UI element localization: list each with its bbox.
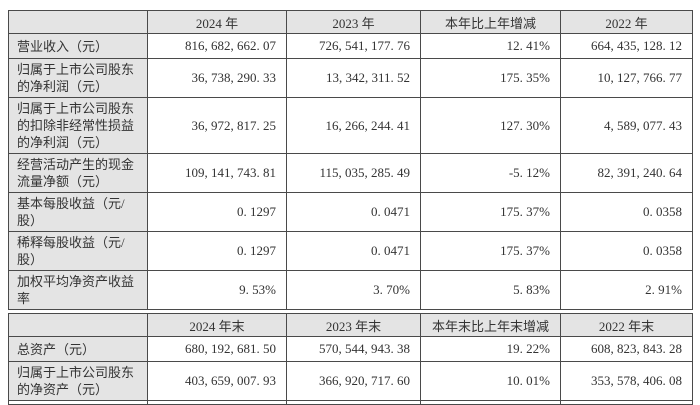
cell-value: 10, 127, 766. 77 [560, 58, 693, 98]
row-label: 基本每股收益（元/股） [8, 192, 148, 232]
cell-value: 16, 266, 244. 41 [286, 97, 421, 154]
row-label: 归属于上市公司股东的扣除非经常性损益的净利润（元） [8, 97, 148, 154]
period-end-header-row: 2024 年末 2023 年末 本年末比上年末增减 2022 年末 [8, 313, 693, 337]
table-row-total-assets: 总资产（元） 680, 192, 681. 50 570, 544, 943. … [8, 336, 693, 362]
cell-value: 13, 342, 311. 52 [286, 58, 421, 98]
cell-value: 0. 0471 [286, 231, 421, 271]
table-row-net-assets: 归属于上市公司股东的净资产（元） 403, 659, 007. 93 366, … [8, 361, 693, 401]
annual-header-row: 2024 年 2023 年 本年比上年增减 2022 年 [8, 10, 693, 34]
header-year-2022: 2022 年 [560, 10, 693, 34]
table-row-revenue: 营业收入（元） 816, 682, 662. 07 726, 541, 177.… [8, 33, 693, 59]
cell-value: 10. 01% [420, 361, 561, 401]
row-label: 加权平均净资产收益率 [8, 270, 148, 310]
header-empty-cell [8, 313, 148, 337]
cell-value: 175. 35% [420, 58, 561, 98]
cell-value: 12. 41% [420, 33, 561, 59]
cell-value: 0. 0358 [560, 231, 693, 271]
cell-value: 608, 823, 843. 28 [560, 336, 693, 362]
table-row-net-profit: 归属于上市公司股东的净利润（元） 36, 738, 290. 33 13, 34… [8, 58, 693, 98]
row-label: 归属于上市公司股东的净资产（元） [8, 361, 148, 401]
cell-value: 3. 70% [286, 270, 421, 310]
cell-value: 115, 035, 285. 49 [286, 153, 421, 193]
row-label: 经营活动产生的现金流量净额（元） [8, 153, 148, 193]
table-row-net-profit-deducted: 归属于上市公司股东的扣除非经常性损益的净利润（元） 36, 972, 817. … [8, 97, 693, 154]
header-end-yoy-change: 本年末比上年末增减 [420, 313, 561, 337]
cell-value: 816, 682, 662. 07 [147, 33, 287, 59]
row-label: 归属于上市公司股东的净利润（元） [8, 58, 148, 98]
header-end-2023: 2023 年末 [286, 313, 421, 337]
cell-value: 0. 1297 [147, 231, 287, 271]
cell-value: 175. 37% [420, 231, 561, 271]
cell-value: 366, 920, 717. 60 [286, 361, 421, 401]
cell-value: 570, 544, 943. 38 [286, 336, 421, 362]
cell-value: 353, 578, 406. 08 [560, 361, 693, 401]
header-empty-cell [8, 10, 148, 34]
header-yoy-change: 本年比上年增减 [420, 10, 561, 34]
header-year-2024: 2024 年 [147, 10, 287, 34]
row-label: 营业收入（元） [8, 33, 148, 59]
cell-value: 82, 391, 240. 64 [560, 153, 693, 193]
table-row-diluted-eps: 稀释每股收益（元/股） 0. 1297 0. 0471 175. 37% 0. … [8, 231, 693, 271]
cell-value: 127. 30% [420, 97, 561, 154]
key-accounting-data-table: 2024 年 2023 年 本年比上年增减 2022 年 营业收入（元） 816… [8, 10, 693, 310]
cell-value: 36, 738, 290. 33 [147, 58, 287, 98]
cell-value: -5. 12% [420, 153, 561, 193]
cell-value: 109, 141, 743. 81 [147, 153, 287, 193]
cell-value: 4, 589, 077. 43 [560, 97, 693, 154]
row-label: 总资产（元） [8, 336, 148, 362]
table-row-weighted-roe: 加权平均净资产收益率 9. 53% 3. 70% 5. 83% 2. 91% [8, 270, 693, 310]
empty-bottom-row [8, 400, 693, 405]
cell-value: 664, 435, 128. 12 [560, 33, 693, 59]
table-row-basic-eps: 基本每股收益（元/股） 0. 1297 0. 0471 175. 37% 0. … [8, 192, 693, 232]
cell-value: 175. 37% [420, 192, 561, 232]
cell-value: 5. 83% [420, 270, 561, 310]
cell-value: 0. 0358 [560, 192, 693, 232]
cell-value: 0. 0471 [286, 192, 421, 232]
header-year-2023: 2023 年 [286, 10, 421, 34]
header-end-2022: 2022 年末 [560, 313, 693, 337]
cell-value: 680, 192, 681. 50 [147, 336, 287, 362]
table-row-operating-cash-flow: 经营活动产生的现金流量净额（元） 109, 141, 743. 81 115, … [8, 153, 693, 193]
cell-value: 9. 53% [147, 270, 287, 310]
cell-value: 0. 1297 [147, 192, 287, 232]
cell-value: 726, 541, 177. 76 [286, 33, 421, 59]
cell-value: 19. 22% [420, 336, 561, 362]
period-end-data-table: 2024 年末 2023 年末 本年末比上年末增减 2022 年末 总资产（元）… [8, 313, 693, 405]
cell-value: 403, 659, 007. 93 [147, 361, 287, 401]
row-label: 稀释每股收益（元/股） [8, 231, 148, 271]
header-end-2024: 2024 年末 [147, 313, 287, 337]
cell-value: 2. 91% [560, 270, 693, 310]
cell-value: 36, 972, 817. 25 [147, 97, 287, 154]
